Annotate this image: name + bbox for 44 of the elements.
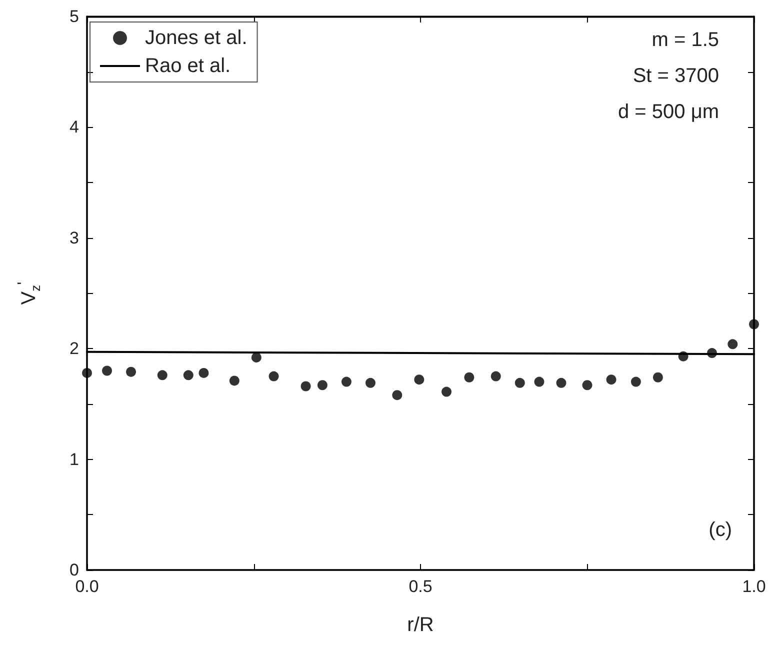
point xyxy=(82,368,92,378)
y-tick-label: 2 xyxy=(70,339,79,358)
point xyxy=(229,376,240,386)
y-tick-label: 4 xyxy=(70,118,79,137)
point xyxy=(183,370,194,380)
x-axis-title: r/R xyxy=(407,614,434,636)
annotation: d = 500 μm xyxy=(618,101,720,123)
x-tick-label: 0.0 xyxy=(75,577,99,596)
y-axis-title: Vz' xyxy=(16,282,43,305)
point xyxy=(268,371,279,382)
point xyxy=(414,374,424,385)
point xyxy=(251,352,262,362)
point xyxy=(514,378,525,388)
y-tick-label: 1 xyxy=(70,450,79,469)
point xyxy=(582,380,592,390)
y-tick-label: 3 xyxy=(70,228,79,248)
point xyxy=(464,372,474,382)
point xyxy=(317,380,328,390)
annotation: m = 1.5 xyxy=(652,29,720,51)
point xyxy=(442,386,452,397)
point xyxy=(392,390,402,400)
point xyxy=(341,376,352,387)
point xyxy=(652,372,663,382)
point xyxy=(749,319,759,330)
point xyxy=(534,376,544,387)
point xyxy=(198,368,209,378)
point xyxy=(126,366,136,377)
y-tick-label: 0 xyxy=(70,560,79,580)
point xyxy=(556,378,566,388)
legend-label: Rao et al. xyxy=(145,55,231,77)
legend-label: Jones et al. xyxy=(145,27,248,49)
x-tick-label: 1.0 xyxy=(742,577,766,596)
point xyxy=(300,381,311,392)
point xyxy=(157,370,168,380)
point xyxy=(365,378,376,388)
annotation: St = 3700 xyxy=(632,65,720,87)
point xyxy=(728,339,738,350)
point xyxy=(490,371,501,382)
annotation: (c) xyxy=(708,519,732,541)
point xyxy=(606,374,616,385)
y-tick-label: 5 xyxy=(70,7,79,26)
point xyxy=(630,376,641,387)
point xyxy=(102,366,112,376)
x-tick-label: 0.5 xyxy=(408,577,432,596)
